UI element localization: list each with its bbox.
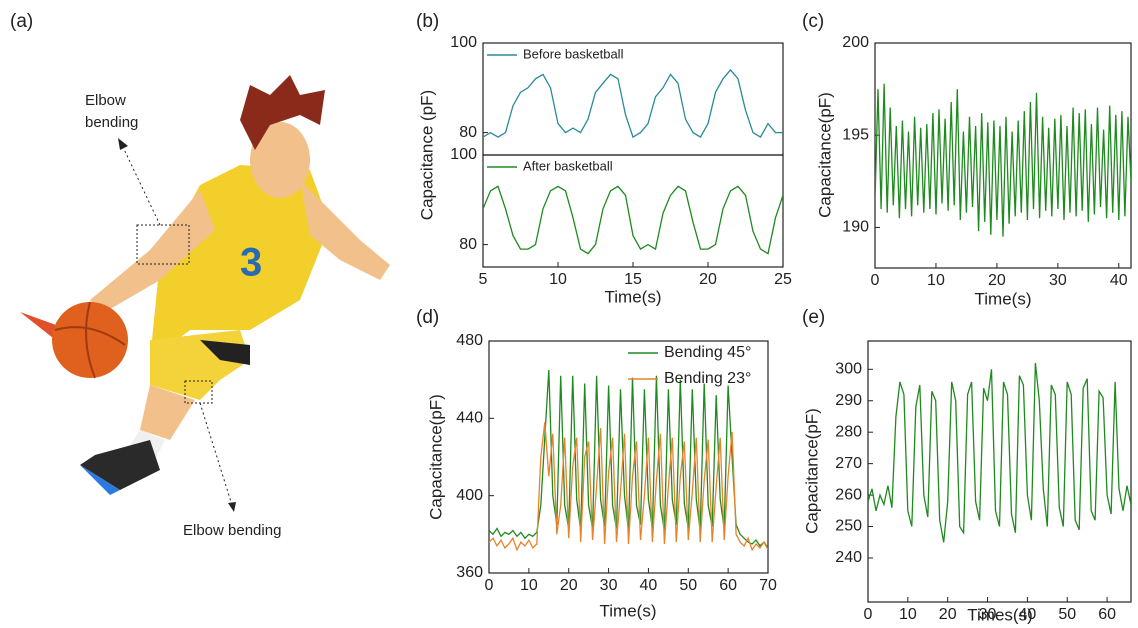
y-tick-label: 290 bbox=[835, 392, 862, 409]
data-line bbox=[483, 185, 783, 255]
y-tick-label: 270 bbox=[835, 455, 862, 472]
x-axis-title: Time(s) bbox=[975, 289, 1032, 308]
y-tick-label: 240 bbox=[835, 549, 862, 566]
x-tick-label: 10 bbox=[549, 271, 567, 288]
x-tick-label: 30 bbox=[600, 577, 618, 594]
panel-label: (e) bbox=[802, 307, 825, 328]
plot-frame bbox=[488, 340, 769, 574]
x-tick-label: 25 bbox=[774, 271, 792, 288]
x-tick-label: 10 bbox=[899, 606, 917, 623]
plot-frame bbox=[867, 340, 1132, 603]
y-tick-label: 80 bbox=[459, 124, 477, 141]
annotation: Elbow bending bbox=[183, 522, 282, 539]
x-tick-label: 20 bbox=[699, 271, 717, 288]
plot-frame bbox=[874, 42, 1132, 269]
legend-label: Before basketball bbox=[523, 46, 624, 61]
x-axis-title: Time(s) bbox=[600, 601, 657, 620]
data-line bbox=[875, 83, 1131, 237]
x-tick-label: 30 bbox=[1049, 272, 1067, 289]
y-tick-label: 300 bbox=[835, 361, 862, 378]
x-tick-label: 50 bbox=[679, 577, 697, 594]
x-tick-label: 5 bbox=[479, 271, 488, 288]
y-tick-label: 280 bbox=[835, 423, 862, 440]
panel-label: (b) bbox=[416, 11, 439, 32]
x-tick-label: 10 bbox=[520, 577, 538, 594]
y-tick-label: 360 bbox=[456, 564, 483, 581]
x-tick-label: 30 bbox=[979, 606, 997, 623]
x-tick-label: 0 bbox=[485, 577, 494, 594]
x-axis-title: Time(s) bbox=[605, 287, 662, 306]
x-axis-title: Times(s) bbox=[967, 605, 1032, 624]
y-axis-title: Capacitance (pF) bbox=[417, 90, 436, 220]
svg-text:3: 3 bbox=[240, 241, 262, 285]
y-tick-label: 260 bbox=[835, 486, 862, 503]
x-tick-label: 50 bbox=[1058, 606, 1076, 623]
x-tick-label: 0 bbox=[864, 606, 873, 623]
y-tick-label: 440 bbox=[456, 410, 483, 427]
panel-label: (c) bbox=[802, 11, 824, 32]
y-axis-title: Capacitance(pF) bbox=[815, 92, 834, 218]
y-tick-label: 250 bbox=[835, 518, 862, 535]
legend-label: After basketball bbox=[523, 158, 613, 173]
annotation: Elbow bending bbox=[85, 92, 139, 131]
legend-label: Bending 45° bbox=[664, 344, 751, 361]
panel-label: (a) bbox=[10, 11, 33, 32]
data-line bbox=[489, 369, 768, 549]
data-line bbox=[868, 362, 1131, 543]
y-tick-label: 195 bbox=[842, 126, 869, 143]
panel-label: (d) bbox=[416, 307, 439, 328]
x-tick-label: 40 bbox=[1018, 606, 1036, 623]
x-tick-label: 60 bbox=[1098, 606, 1116, 623]
y-tick-label: 80 bbox=[459, 236, 477, 253]
y-tick-label: 400 bbox=[456, 487, 483, 504]
x-tick-label: 0 bbox=[871, 272, 880, 289]
y-tick-label: 190 bbox=[842, 219, 869, 236]
data-line bbox=[489, 422, 768, 552]
y-axis-title: Capacitance(pF) bbox=[802, 408, 821, 534]
y-tick-label: 200 bbox=[842, 34, 869, 51]
data-line bbox=[483, 68, 783, 139]
x-tick-label: 70 bbox=[759, 577, 777, 594]
y-tick-label: 100 bbox=[450, 34, 477, 51]
y-tick-label: 480 bbox=[456, 332, 483, 349]
x-tick-label: 40 bbox=[1110, 272, 1128, 289]
x-tick-label: 40 bbox=[640, 577, 658, 594]
x-tick-label: 15 bbox=[624, 271, 642, 288]
y-tick-label: 100 bbox=[450, 146, 477, 163]
x-tick-label: 10 bbox=[927, 272, 945, 289]
legend-label: Bending 23° bbox=[664, 370, 751, 387]
illustration: 3 bbox=[20, 75, 390, 512]
x-tick-label: 20 bbox=[939, 606, 957, 623]
x-tick-label: 60 bbox=[719, 577, 737, 594]
x-tick-label: 20 bbox=[560, 577, 578, 594]
y-axis-title: Capacitance(pF) bbox=[426, 394, 445, 520]
x-tick-label: 20 bbox=[988, 272, 1006, 289]
